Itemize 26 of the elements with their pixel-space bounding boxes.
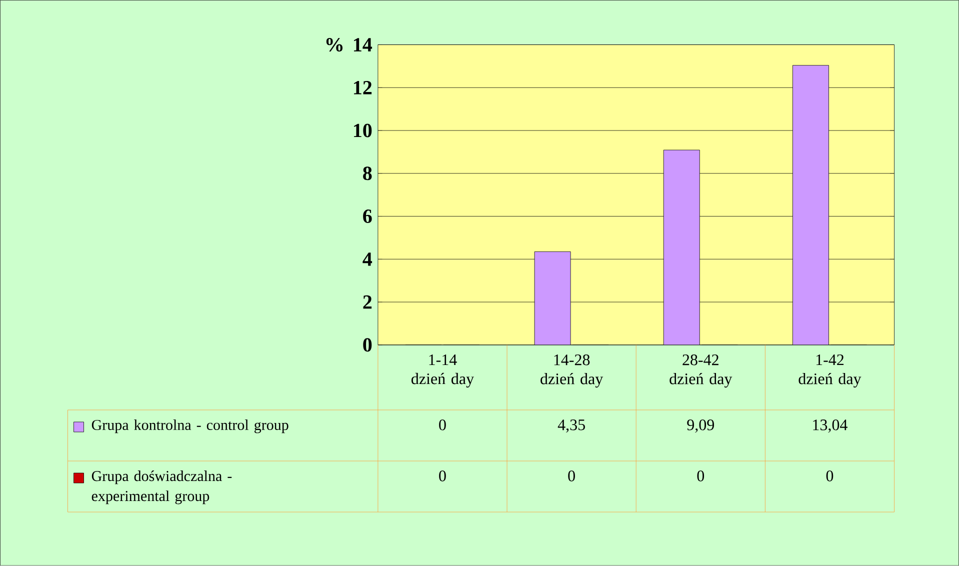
bar <box>663 150 700 346</box>
y-tick-label: 14 <box>354 38 372 52</box>
y-tick-label: 2 <box>363 296 372 309</box>
data-label: 4,35 <box>558 420 585 433</box>
data-label: 9,09 <box>687 420 714 433</box>
y-tick-label: 6 <box>363 210 372 224</box>
legend-label: Grupa kontrolna - control group <box>92 420 288 434</box>
data-label: 0 <box>439 420 446 430</box>
data-label: 13,04 <box>813 420 848 433</box>
legend-label: Grupa doświadczalna - experimental group <box>92 470 232 504</box>
bar <box>534 252 571 346</box>
y-tick-label: 12 <box>354 81 372 94</box>
data-label: 0 <box>568 470 575 482</box>
x-tick-label: 1-14 dzień day <box>412 354 474 388</box>
bar <box>792 65 829 346</box>
data-label: 0 <box>697 470 704 482</box>
y-tick-label: 10 <box>354 124 372 138</box>
data-label: 0 <box>439 470 446 482</box>
x-tick-label: 14-28 dzień day <box>540 354 604 388</box>
y-tick-label: 0 <box>363 338 372 352</box>
y-tick-label: 8 <box>363 166 372 180</box>
y-axis-title: % <box>326 38 342 52</box>
x-tick-label: 1-42 dzień day <box>798 354 862 388</box>
x-tick-label: 28-42 dzień day <box>670 354 732 388</box>
data-label: 0 <box>826 470 834 482</box>
y-tick-label: 4 <box>362 252 372 266</box>
